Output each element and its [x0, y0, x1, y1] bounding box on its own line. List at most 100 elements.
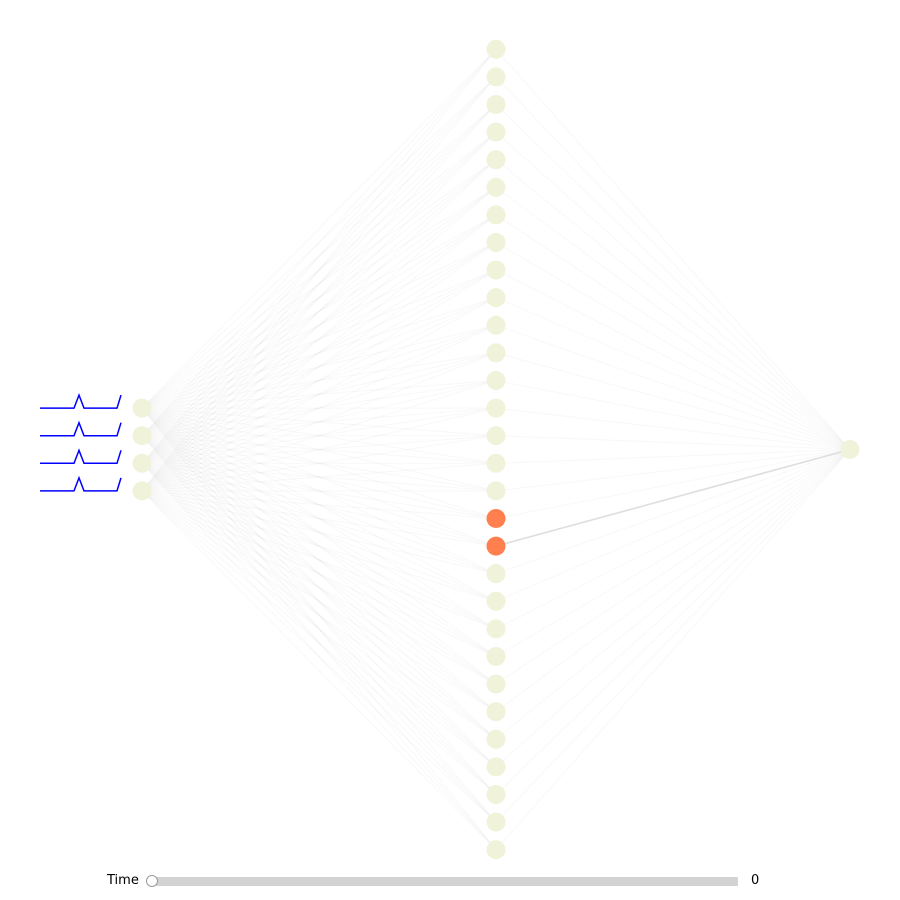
hidden-neuron — [486, 729, 506, 749]
connection — [141, 462, 497, 795]
connection — [495, 449, 851, 492]
connection — [141, 407, 497, 547]
connection — [141, 76, 497, 464]
connection — [141, 490, 497, 519]
connection — [141, 462, 497, 547]
connection — [141, 490, 497, 602]
hidden-neuron — [486, 619, 506, 639]
connection — [141, 48, 497, 464]
connection — [495, 297, 851, 450]
connection — [141, 131, 497, 492]
connection — [141, 380, 497, 492]
connection — [141, 407, 497, 740]
connection — [495, 186, 851, 450]
connection — [141, 407, 497, 630]
connection — [141, 490, 497, 547]
connection — [141, 490, 497, 713]
hidden-neuron — [486, 205, 506, 225]
connection — [495, 352, 851, 450]
connection — [141, 435, 497, 795]
connection — [141, 462, 497, 630]
connection — [141, 324, 497, 464]
connection — [141, 490, 497, 823]
connection — [141, 435, 497, 630]
connection — [141, 297, 497, 437]
neuron-layer — [132, 39, 860, 860]
connection — [141, 407, 497, 713]
connection — [141, 242, 497, 492]
connection — [141, 407, 497, 437]
hidden-neuron — [486, 591, 506, 611]
connection — [141, 462, 497, 713]
connection — [141, 462, 497, 575]
connection — [141, 297, 497, 409]
input-neuron — [132, 426, 152, 446]
connection — [141, 242, 497, 409]
hidden-neuron — [486, 674, 506, 694]
hidden-neuron — [486, 67, 506, 87]
connection — [141, 159, 497, 409]
hidden-neuron — [486, 288, 506, 308]
connection — [495, 407, 851, 450]
hidden-neuron — [486, 315, 506, 335]
connection — [495, 449, 851, 575]
connection — [141, 462, 497, 602]
connection — [141, 435, 497, 547]
connection — [141, 269, 497, 492]
input-spike-signal — [40, 393, 122, 409]
hidden-neuron — [486, 785, 506, 804]
connection — [141, 380, 497, 437]
connection — [495, 242, 851, 450]
hidden-neuron — [486, 398, 506, 418]
connection — [495, 449, 851, 768]
connection — [495, 104, 851, 450]
connection — [141, 380, 497, 464]
connection — [141, 462, 497, 768]
connection — [141, 214, 497, 437]
connection — [141, 435, 497, 464]
connection — [141, 462, 497, 492]
connection — [141, 462, 497, 519]
connection — [141, 407, 497, 492]
connection — [141, 131, 497, 464]
hidden-neuron — [486, 150, 506, 170]
connection — [141, 435, 497, 768]
hidden-neuron — [486, 426, 506, 446]
connection — [141, 76, 497, 437]
connection — [141, 462, 497, 492]
connection — [141, 435, 497, 492]
connection — [495, 48, 851, 450]
connection — [141, 407, 497, 464]
active-hidden-neuron — [486, 509, 506, 528]
connection — [141, 435, 497, 602]
time-slider-track[interactable] — [153, 877, 738, 886]
output-neuron — [840, 440, 860, 459]
connection — [141, 490, 497, 575]
connection — [141, 462, 497, 657]
connection — [141, 407, 497, 602]
connection — [141, 490, 497, 657]
hidden-neuron — [486, 343, 506, 363]
connection — [141, 407, 497, 464]
input-neuron — [132, 398, 152, 418]
hidden-neuron — [486, 95, 506, 114]
connection — [141, 490, 497, 795]
time-slider-handle[interactable] — [146, 875, 158, 887]
connection — [141, 407, 497, 519]
connection — [141, 159, 497, 492]
hidden-neuron — [486, 481, 506, 501]
hidden-neuron — [486, 371, 506, 390]
connection — [495, 449, 851, 464]
connection — [141, 435, 497, 464]
connection — [495, 449, 851, 630]
connection — [495, 435, 851, 450]
connection — [141, 407, 497, 657]
connection-layer — [141, 48, 851, 851]
connection — [141, 490, 497, 630]
input-neuron — [132, 481, 152, 501]
connection — [495, 449, 851, 602]
connection — [141, 352, 497, 409]
connection — [141, 352, 497, 492]
connection — [141, 462, 497, 685]
